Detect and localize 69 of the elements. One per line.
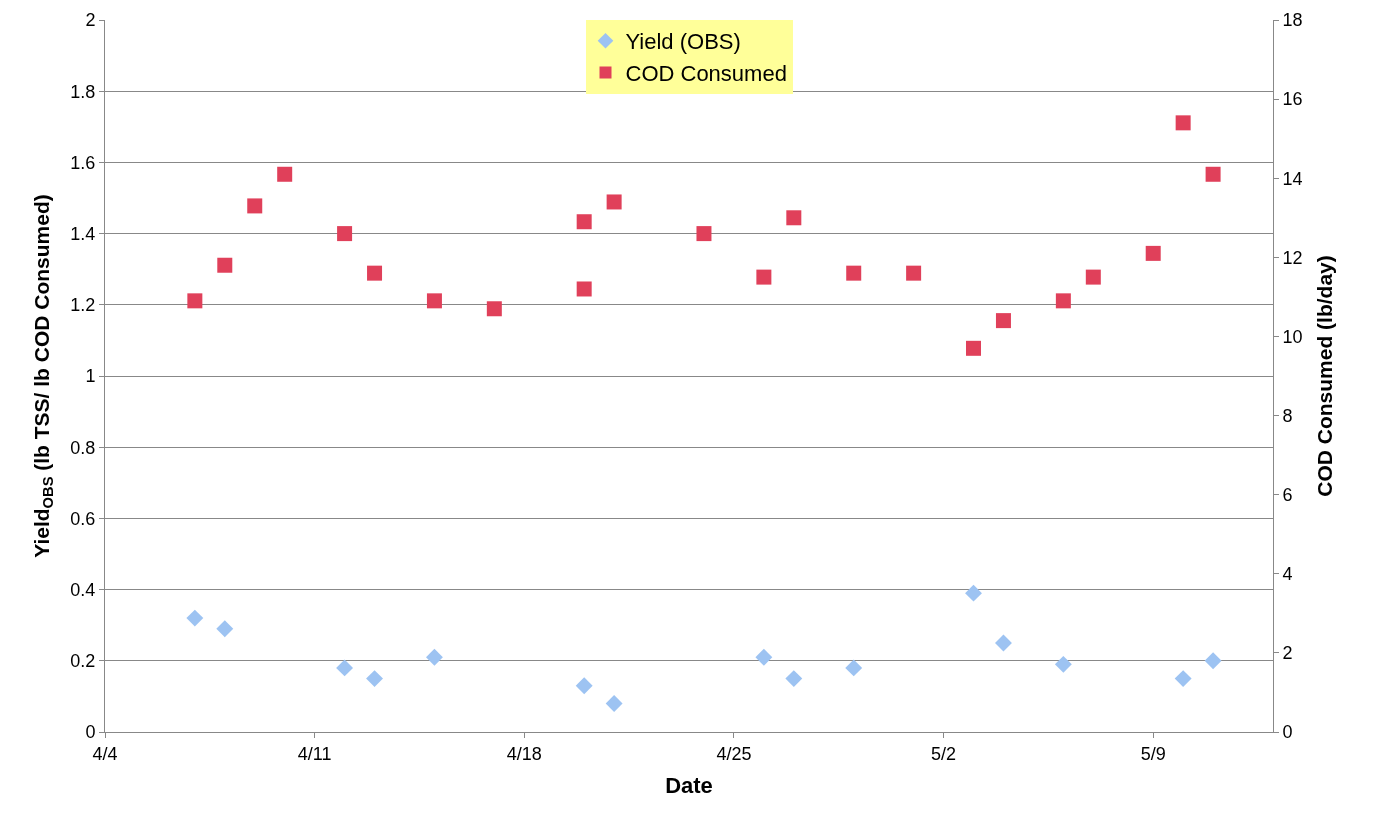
y2-tick-label: 4 (1282, 564, 1293, 585)
x-tick-label: 5/9 (1140, 743, 1166, 764)
legend-label: Yield (OBS) (625, 29, 741, 55)
point (756, 269, 772, 285)
point (605, 695, 623, 712)
point (216, 620, 234, 638)
point (247, 198, 263, 214)
point (846, 265, 862, 281)
point (606, 194, 622, 210)
point (576, 214, 592, 230)
y2-tick-label: 12 (1282, 247, 1303, 268)
x-tick-label: 4/4 (92, 743, 118, 764)
point (217, 257, 233, 273)
y2-tick-label: 10 (1282, 326, 1303, 347)
legend-label: COD Consumed (625, 60, 787, 86)
point (696, 226, 712, 242)
point (906, 265, 922, 281)
y-tick-label: 1.6 (70, 152, 96, 173)
point (1205, 166, 1221, 182)
point (995, 634, 1012, 652)
point (1085, 269, 1101, 285)
point (1054, 655, 1072, 673)
y-tick-label: 1.8 (70, 81, 96, 102)
y-tick-label: 0 (85, 722, 96, 743)
point (965, 584, 982, 602)
y-tick-label: 2 (85, 10, 96, 31)
point (486, 301, 502, 317)
x-tick-label: 4/11 (297, 743, 332, 764)
point (786, 210, 802, 226)
y-tick-label: 0.2 (70, 651, 96, 672)
y2-tick-label: 6 (1282, 484, 1293, 505)
y2-tick-label: 0 (1282, 722, 1293, 743)
y-tick-label: 0.6 (70, 508, 96, 529)
point (367, 265, 383, 281)
y2-axis-title: COD Consumed (lb/day) (1312, 255, 1336, 497)
point (1174, 670, 1192, 688)
point (845, 659, 863, 677)
y2-tick-label: 14 (1282, 168, 1303, 189)
point (576, 281, 592, 297)
point (187, 293, 203, 309)
point (785, 670, 803, 688)
point (186, 609, 204, 627)
x-tick-label: 4/18 (506, 743, 542, 764)
x-axis-title: Date (665, 773, 713, 799)
y-tick-label: 0.4 (70, 579, 96, 600)
point (1055, 293, 1071, 309)
point (1204, 652, 1222, 670)
point (426, 293, 442, 309)
point (366, 670, 383, 688)
y-tick-label: 1.4 (70, 223, 96, 244)
point (995, 313, 1011, 329)
y2-tick-label: 2 (1282, 643, 1293, 664)
y2-tick-label: 16 (1282, 89, 1303, 110)
y2-tick-label: 18 (1282, 10, 1303, 31)
y-tick-label: 0.8 (70, 437, 96, 458)
x-tick-label: 5/2 (931, 743, 957, 764)
point (575, 677, 593, 695)
y-tick-label: 1.2 (70, 295, 96, 316)
point (755, 648, 773, 666)
x-tick-label: 4/25 (716, 743, 752, 764)
y2-tick-label: 8 (1282, 405, 1293, 426)
point (337, 226, 353, 242)
point (277, 166, 293, 182)
point (1145, 245, 1161, 261)
point (1175, 115, 1191, 131)
point (425, 648, 443, 666)
point (966, 340, 982, 356)
point (336, 659, 354, 677)
y-tick-label: 1 (85, 366, 96, 387)
